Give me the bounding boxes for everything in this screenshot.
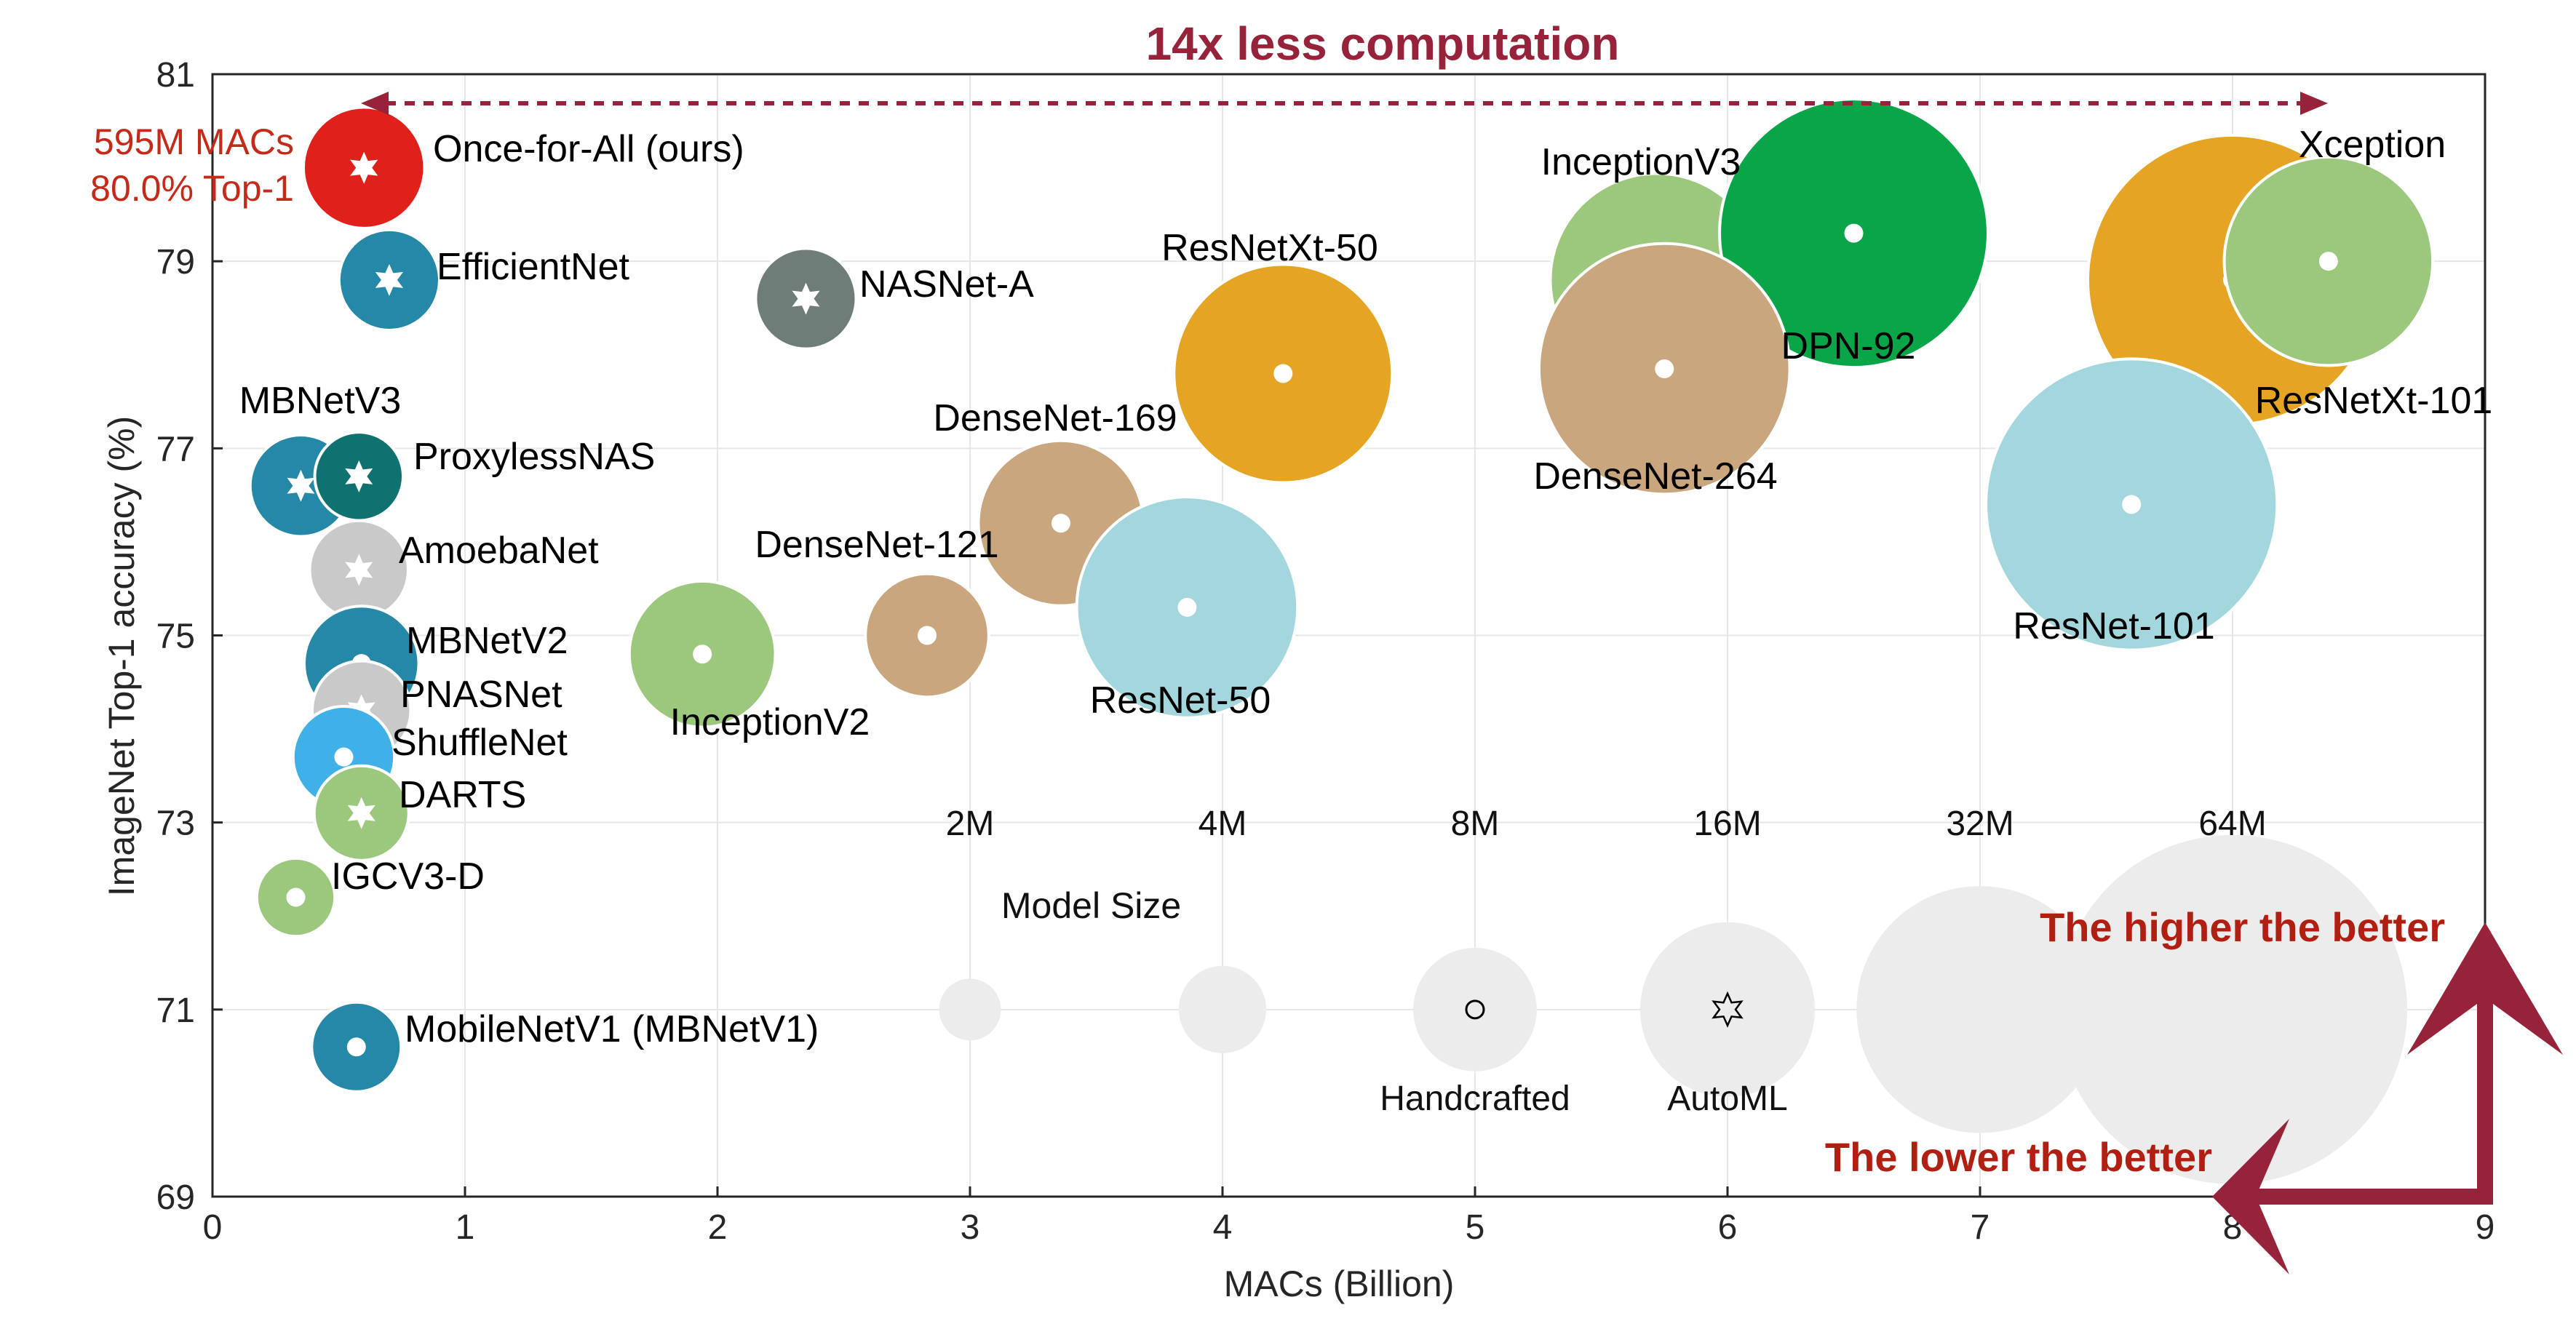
x-tick-label-5: 5 bbox=[1466, 1208, 1485, 1247]
star-marker-proxylessnas bbox=[345, 460, 373, 492]
size-legend: 2M 4M 8M 16M 32M 64M Model Size Handcrafted Auto… bbox=[939, 805, 2407, 1184]
dot-marker-densenet-169 bbox=[1051, 514, 1070, 533]
label-darts: DARTS bbox=[399, 774, 526, 816]
size-legend-label-64m: 64M bbox=[2198, 805, 2266, 843]
x-tick-label-0: 0 bbox=[203, 1208, 223, 1247]
label-mobilenetv1-mbnetv1: MobileNetV1 (MBNetV1) bbox=[405, 1008, 819, 1050]
label-amoebanet: AmoebaNet bbox=[399, 530, 599, 572]
dot-marker-shufflenet bbox=[334, 747, 354, 767]
label-resnetxt-101: ResNetXt-101 bbox=[2255, 380, 2493, 422]
higher-better-label: The higher the better bbox=[2040, 904, 2445, 950]
x-tick-label-1: 1 bbox=[456, 1208, 475, 1247]
label-dpn-92: DPN-92 bbox=[1781, 325, 1916, 367]
label-pnasnet: PNASNet bbox=[400, 674, 562, 716]
dot-marker-igcv3-d bbox=[286, 887, 306, 907]
y-tick-label-71: 71 bbox=[156, 991, 195, 1030]
size-legend-label-2m: 2M bbox=[946, 805, 995, 843]
lower-better-label: The lower the better bbox=[1825, 1134, 2212, 1180]
dot-marker-xception bbox=[2318, 252, 2338, 271]
label-resnet-50: ResNet-50 bbox=[1090, 679, 1271, 722]
size-legend-bubble-32m bbox=[1856, 886, 2104, 1133]
size-legend-label-32m: 32M bbox=[1946, 805, 2014, 843]
x-tick-label-4: 4 bbox=[1213, 1208, 1233, 1247]
better-arrow-head-up bbox=[2407, 922, 2563, 1055]
dot-marker-dpn-92 bbox=[1844, 223, 1864, 243]
star-marker-nasnet-a bbox=[792, 282, 820, 315]
x-tick-label-3: 3 bbox=[961, 1208, 980, 1247]
label-mbnetv3: MBNetV3 bbox=[239, 380, 402, 422]
data-bubbles bbox=[248, 97, 2435, 1093]
label-mbnetv2: MBNetV2 bbox=[406, 620, 568, 662]
y-tick-label-75: 75 bbox=[156, 618, 195, 656]
label-resnet-101: ResNet-101 bbox=[2013, 605, 2214, 647]
label-proxylessnas: ProxylessNAS bbox=[413, 436, 655, 478]
label-resnetxt-50: ResNetXt-50 bbox=[1161, 227, 1378, 269]
ofa-macs-label: 595M MACs bbox=[94, 121, 294, 162]
star-marker-efficientnet bbox=[375, 263, 403, 296]
size-legend-label-4m: 4M bbox=[1198, 805, 1247, 843]
dot-marker-densenet-264 bbox=[1655, 359, 1674, 379]
label-xception: Xception bbox=[2299, 124, 2446, 166]
dot-marker-mobilenetv1-mbnetv1 bbox=[346, 1037, 366, 1057]
y-tick-label-69: 69 bbox=[156, 1178, 195, 1217]
star-marker-mbnetv3 bbox=[287, 469, 315, 502]
star-marker-darts bbox=[347, 797, 375, 829]
better-corner-arrow bbox=[2243, 988, 2493, 1205]
top-arrow-head-right bbox=[2300, 92, 2328, 115]
size-legend-bubble-16m bbox=[1640, 922, 1815, 1097]
label-efficientnet: EfficientNet bbox=[437, 246, 630, 288]
size-legend-title: Model Size bbox=[1001, 885, 1181, 926]
y-axis-label: ImageNet Top-1 accuracy (%) bbox=[101, 416, 142, 896]
label-densenet-121: DenseNet-121 bbox=[755, 524, 998, 566]
x-tick-label-2: 2 bbox=[708, 1208, 728, 1247]
label-nasnet-a: NASNet-A bbox=[859, 263, 1034, 306]
size-legend-bubble-8m bbox=[1413, 947, 1537, 1071]
label-inceptionv2: InceptionV2 bbox=[670, 701, 870, 743]
top-arrow-label: 14x less computation bbox=[1146, 17, 1620, 70]
x-tick-label-9: 9 bbox=[2476, 1208, 2495, 1247]
x-axis-label: MACs (Billion) bbox=[1224, 1264, 1455, 1304]
size-legend-bubble-64m bbox=[2058, 834, 2407, 1184]
point-labels: Once-for-All (ours) EfficientNet NASNet-A R… bbox=[239, 124, 2493, 1050]
label-densenet-169: DenseNet-169 bbox=[933, 397, 1177, 439]
size-legend-bubble-4m bbox=[1179, 965, 1266, 1053]
label-igcv3-d: IGCV3-D bbox=[331, 855, 485, 898]
x-tick-label-7: 7 bbox=[1971, 1208, 1990, 1247]
size-legend-bubble-2m bbox=[939, 978, 1001, 1041]
dot-marker-inceptionv2 bbox=[693, 644, 712, 664]
x-tick-label-6: 6 bbox=[1718, 1208, 1738, 1247]
y-tick-label-77: 77 bbox=[156, 430, 195, 468]
y-tick-label-79: 79 bbox=[156, 243, 195, 282]
dot-marker-densenet-121 bbox=[918, 626, 937, 645]
dot-marker-resnet-50 bbox=[1177, 597, 1197, 617]
dot-marker-resnet-101 bbox=[2122, 495, 2142, 514]
automl-marker-icon bbox=[1712, 991, 1744, 1028]
label-densenet-264: DenseNet-264 bbox=[1533, 455, 1777, 498]
marker-legend-label-automl: AutoML bbox=[1667, 1079, 1787, 1118]
y-tick-label-81: 81 bbox=[156, 56, 195, 95]
star-marker-amoebanet bbox=[345, 554, 373, 586]
top-arrow-head-left bbox=[361, 92, 389, 115]
annotations: 14x less computation 595M MACs 80.0% Top… bbox=[90, 17, 2563, 1274]
label-shufflenet: ShuffleNet bbox=[391, 722, 568, 764]
size-legend-label-8m: 8M bbox=[1451, 805, 1500, 843]
y-tick-label-73: 73 bbox=[156, 805, 195, 843]
label-inceptionv3: InceptionV3 bbox=[1541, 141, 1741, 183]
label-once-for-all-ours: Once-for-All (ours) bbox=[433, 128, 744, 170]
handcrafted-marker-icon bbox=[1465, 999, 1485, 1020]
dot-marker-resnetxt-50 bbox=[1273, 364, 1293, 383]
star-marker-once-for-all-ours bbox=[350, 151, 378, 184]
size-legend-label-16m: 16M bbox=[1693, 805, 1761, 843]
ofa-top1-label: 80.0% Top-1 bbox=[90, 168, 294, 209]
better-arrow-head-left bbox=[2212, 1119, 2289, 1274]
marker-legend-label-handcrafted: Handcrafted bbox=[1380, 1079, 1570, 1118]
